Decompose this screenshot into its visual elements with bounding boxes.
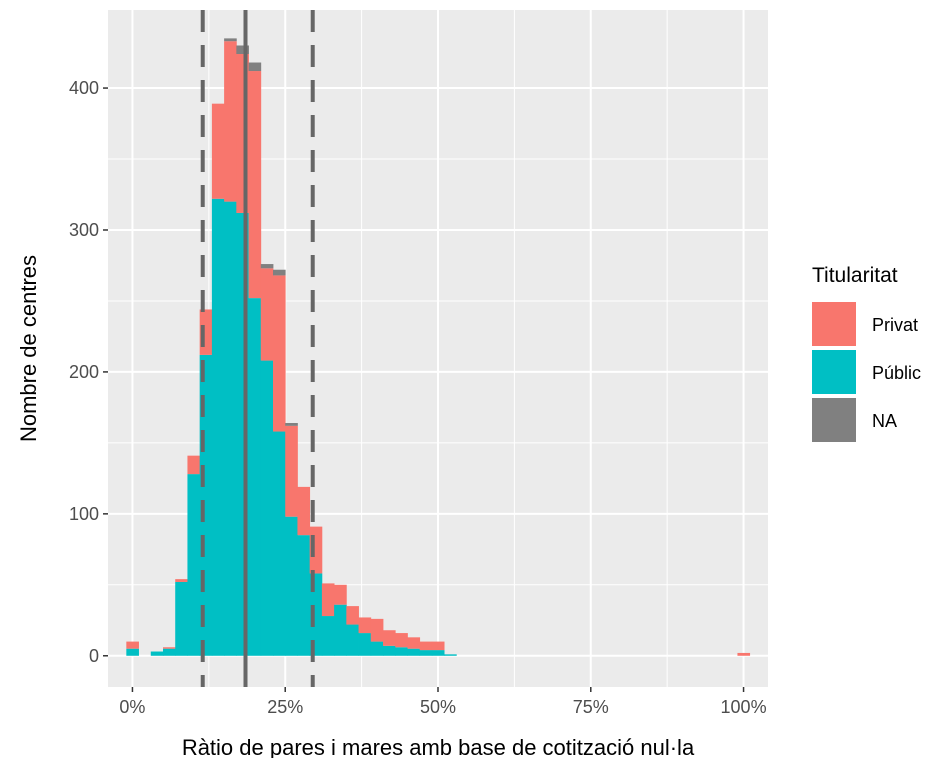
bar-privat-segment <box>163 647 176 649</box>
bar-pblic-segment <box>358 633 372 656</box>
bar-na-segment <box>236 45 249 54</box>
bar-privat-segment <box>370 618 384 642</box>
bar-pblic-segment <box>273 431 286 656</box>
bar-pblic-segment <box>383 645 396 656</box>
bar-pblic-segment <box>211 198 225 656</box>
y-axis-title: Nombre de centres <box>16 255 41 442</box>
bar-privat-segment <box>260 268 274 361</box>
x-tick-label: 50% <box>420 697 456 717</box>
y-tick-label: 100 <box>69 504 99 524</box>
reference-lines <box>200 10 315 687</box>
bar-pblic-segment <box>407 648 421 656</box>
bar-privat-segment <box>126 641 139 649</box>
bar-pblic-segment <box>260 360 274 656</box>
bar-privat-segment <box>358 617 372 634</box>
bar-pblic-segment <box>126 648 139 656</box>
bar-privat-segment <box>383 630 396 646</box>
x-tick-label: 25% <box>267 697 303 717</box>
y-tick-label: 0 <box>89 646 99 666</box>
bar-privat-segment <box>737 652 751 656</box>
bar-pblic-segment <box>334 604 347 656</box>
legend-title: Titularitat <box>812 264 898 287</box>
bar-privat-segment <box>321 583 335 617</box>
bar-privat-segment <box>273 275 286 432</box>
x-tick-label: 75% <box>573 697 609 717</box>
y-tick-label: 400 <box>69 78 99 98</box>
bar-privat-segment <box>187 455 201 475</box>
bar-privat-segment <box>334 584 347 605</box>
legend-swatch-privat <box>812 302 856 346</box>
histogram-bars <box>126 38 751 656</box>
bar-pblic-segment <box>444 654 457 656</box>
legend-label-na: NA <box>872 411 897 431</box>
y-tick-label: 200 <box>69 362 99 382</box>
bar-privat-segment <box>431 641 445 651</box>
bar-privat-segment <box>211 103 225 199</box>
bar-pblic-segment <box>285 516 298 656</box>
bar-pblic-segment <box>309 573 323 656</box>
bar-privat-segment <box>395 633 408 648</box>
legend-swatch-pblic <box>812 350 856 394</box>
bar-pblic-segment <box>431 650 445 656</box>
bar-pblic-segment <box>419 650 433 656</box>
axes: 0% 25% 50% 75% 100% 0 100 200 300 400 <box>69 78 767 717</box>
legend-label-privat: Privat <box>872 315 918 335</box>
bar-pblic-segment <box>224 201 237 656</box>
bar-pblic-segment <box>150 651 164 656</box>
bar-na-segment <box>273 269 286 276</box>
bar-pblic-segment <box>248 298 262 656</box>
bar-privat-segment <box>285 425 298 517</box>
y-tick-label: 300 <box>69 220 99 240</box>
x-tick-label: 100% <box>721 697 767 717</box>
bar-privat-segment <box>175 579 188 582</box>
bar-na-segment <box>224 38 237 42</box>
bar-privat-segment <box>346 606 359 625</box>
bar-na-segment <box>248 62 262 72</box>
legend: Titularitat Privat Públic NA <box>812 264 921 442</box>
bar-pblic-segment <box>175 581 188 656</box>
bar-pblic-segment <box>370 641 384 656</box>
bar-pblic-segment <box>163 648 176 656</box>
bar-privat-segment <box>297 486 311 536</box>
bar-pblic-segment <box>346 624 359 656</box>
x-axis-title: Ràtio de pares i mares amb base de cotit… <box>182 735 695 758</box>
bar-privat-segment <box>224 41 237 202</box>
bar-privat-segment <box>407 637 421 649</box>
x-tick-label: 0% <box>119 697 145 717</box>
bar-privat-segment <box>248 71 262 299</box>
legend-label-pblic: Públic <box>872 363 921 383</box>
bar-pblic-segment <box>297 535 311 656</box>
bar-pblic-segment <box>395 647 408 656</box>
bar-pblic-segment <box>187 474 201 656</box>
bar-privat-segment <box>419 641 433 651</box>
legend-swatch-na <box>812 398 856 442</box>
bar-pblic-segment <box>321 616 335 656</box>
bar-na-segment <box>260 264 274 269</box>
bar-na-segment <box>285 423 298 426</box>
